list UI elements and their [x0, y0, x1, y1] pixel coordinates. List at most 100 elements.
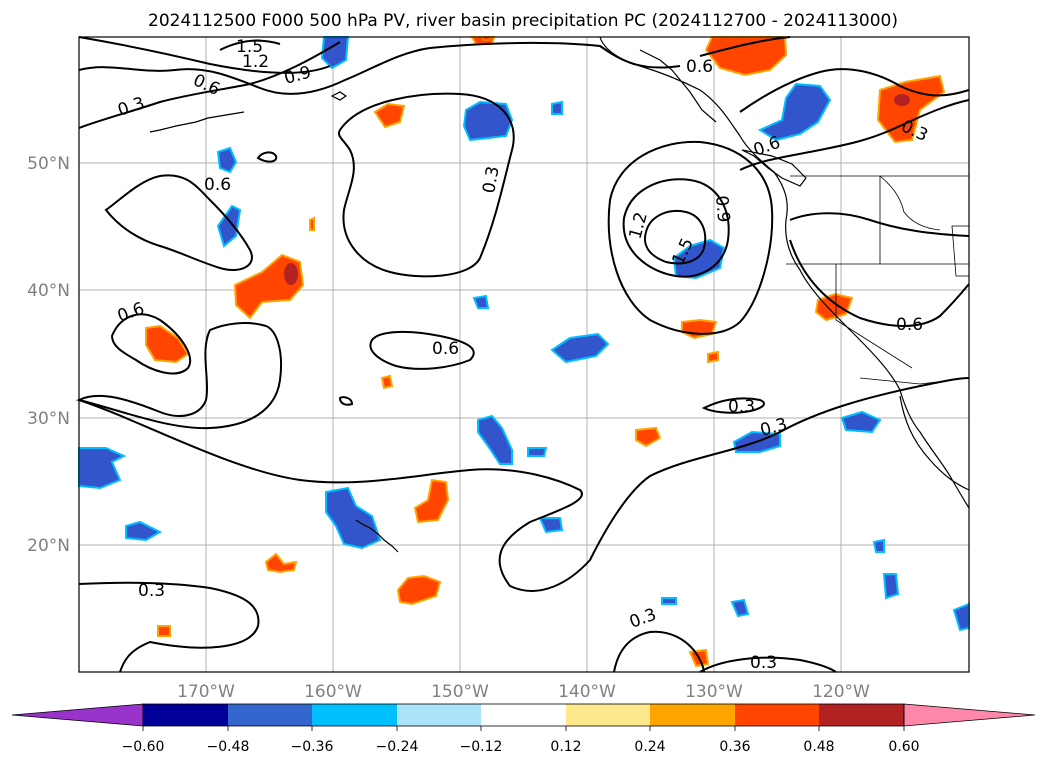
precip-positive-region: [635, 426, 662, 448]
pv-contour-0.3: [78, 581, 260, 673]
pv-contour-0.6: [789, 239, 970, 327]
precip-strong-positive-core: [894, 94, 910, 106]
island: [330, 91, 348, 101]
lon-tick-label: 150°W: [431, 682, 489, 702]
state-border: [835, 264, 913, 369]
precip-negative-region: [527, 447, 548, 457]
colorbar-extend-low: [11, 703, 144, 727]
contour-label: 1.5: [236, 37, 263, 57]
pv-contour-0.3: [739, 99, 970, 171]
pv-contour-0.3: [76, 322, 282, 430]
precip-positive-region: [413, 478, 450, 524]
pv-contour-0.3: [701, 397, 765, 414]
precip-positive-region: [707, 350, 719, 364]
pv-contours: [76, 36, 970, 673]
map-frame: [78, 36, 970, 673]
precip-negative-region: [216, 146, 238, 174]
colorbar-tick-marks: [142, 726, 905, 731]
colorbar-segment: [650, 704, 735, 726]
precip-strong-positive-core: [284, 263, 298, 285]
pv-contour-0.3: [78, 377, 970, 592]
pv-contour-0.6: [699, 36, 791, 57]
precip-positive-region: [396, 574, 442, 606]
precip-negative-region: [472, 294, 490, 309]
colorbar-segment: [397, 704, 481, 726]
colorbar-tick-labels: −0.60 −0.48 −0.36 −0.24 −0.12 0.12 0.24 …: [122, 739, 920, 755]
precip-positive-region: [380, 374, 394, 390]
pv-contour-0.9: [78, 41, 681, 95]
colorbar-segment: [735, 704, 819, 726]
colorbar-segment: [481, 704, 566, 726]
pv-contour-1.5: [644, 210, 707, 265]
state-border: [879, 175, 941, 231]
lat-tick-labels: 50°N 40°N 30°N 20°N: [27, 154, 70, 556]
pv-contour-0.3: [338, 92, 515, 278]
pv-contour-0.3: [613, 630, 705, 673]
colorbar-segment: [143, 704, 228, 726]
pv-contour-0.6: [338, 396, 354, 406]
lat-tick-label: 30°N: [27, 409, 70, 429]
precip-negative-region: [840, 410, 882, 434]
precip-negative-region: [216, 204, 242, 248]
precip-positive-region: [814, 292, 854, 322]
colorbar-segment: [312, 704, 397, 726]
colorbar-tick-label: 0.36: [719, 739, 750, 755]
vancouver-island: [741, 149, 807, 187]
pv-contour-0.6: [789, 212, 970, 237]
contour-label: 0.9: [711, 195, 733, 224]
colorbar-tick-label: −0.36: [291, 739, 334, 755]
coastlines: [149, 36, 970, 553]
pv-contour-0.9: [256, 151, 278, 163]
pv-contour-0.6: [369, 330, 475, 370]
pv-contour-0.6: [104, 174, 253, 271]
precip-positive-region: [373, 102, 406, 129]
pv-contour-1.2: [219, 39, 281, 51]
colorbar-tick-label: −0.24: [376, 739, 419, 755]
precip-positive-region: [264, 552, 298, 574]
lon-tick-label: 130°W: [685, 682, 743, 702]
precip-negative-region: [757, 82, 832, 142]
lon-tick-label: 160°W: [304, 682, 362, 702]
lon-tick-label: 170°W: [177, 682, 235, 702]
colorbar-segment: [566, 704, 650, 726]
colorbar-tick-label: −0.60: [122, 739, 165, 755]
map-background: [79, 37, 969, 672]
pv-contour-0.3: [699, 656, 837, 673]
precip-negative-region: [477, 414, 513, 465]
pv-contour-1.2: [622, 178, 730, 278]
contour-label: 0.6: [204, 175, 231, 195]
precip-negative-region: [538, 517, 564, 534]
precip-positive-region: [145, 324, 190, 364]
precip-negative-region: [551, 100, 563, 115]
lon-tick-label: 140°W: [558, 682, 616, 702]
aleutian-islands: [149, 111, 245, 133]
pv-contour-0.6: [739, 68, 970, 113]
precip-negative-region: [325, 486, 382, 550]
lat-tick-label: 40°N: [27, 281, 70, 301]
contour-label: 0.6: [686, 57, 713, 77]
baja-coastline: [899, 395, 970, 491]
colorbar-tick-label: 0.48: [803, 739, 834, 755]
us-mexico-border: [859, 377, 970, 385]
precip-negative-region: [78, 447, 127, 490]
precip-positive-region: [876, 74, 946, 144]
precip-positive-region: [157, 625, 171, 637]
colorbar: −0.60 −0.48 −0.36 −0.24 −0.12 0.12 0.24 …: [11, 703, 1036, 755]
pv-contour-0.6: [78, 36, 331, 74]
alaska-panhandle-coast: [639, 49, 717, 123]
colorbar-extend-high: [903, 703, 1036, 727]
colorbar-tick-label: 0.60: [888, 739, 919, 755]
colorbar-segment: [819, 704, 904, 726]
precip-negative-region: [462, 100, 514, 142]
colorbar-outline: [142, 703, 905, 727]
contour-label: 0.6: [432, 339, 459, 359]
lon-tick-label: 120°W: [812, 682, 870, 702]
contour-label: 0.3: [138, 581, 165, 601]
precip-negative-region: [730, 598, 750, 618]
map-title: 2024112500 F000 500 hPa PV, river basin …: [148, 11, 898, 31]
na-west-coastline: [599, 36, 970, 509]
precip-positive-region: [309, 216, 315, 231]
lat-tick-label: 50°N: [27, 154, 70, 174]
colorbar-tick-label: −0.12: [460, 739, 503, 755]
